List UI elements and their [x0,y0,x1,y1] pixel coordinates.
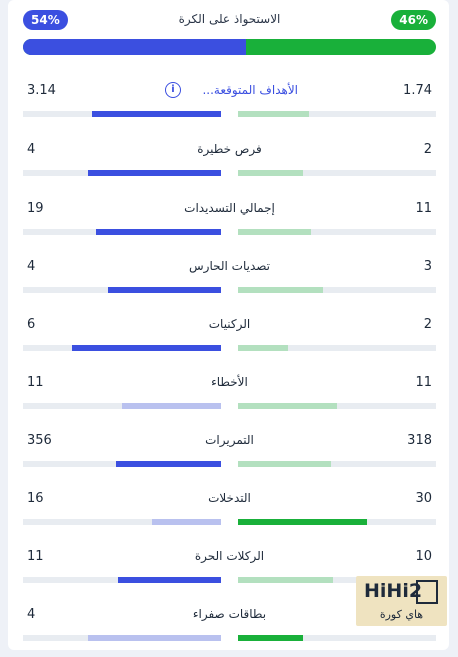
stat-right-fill [238,287,323,293]
stat-left-value: 6 [27,317,36,332]
stat-row: 16 التدخلات 30 [23,491,436,541]
stat-row: 11 الأخطاء 11 [23,375,436,425]
stat-right-fill [238,519,367,525]
stat-left-value: 16 [27,491,44,506]
stat-left-track [23,345,221,351]
stat-right-track [238,635,436,641]
stat-row: 3.14 الأهداف المتوقعة... i 1.74 [23,82,436,133]
stat-right-track [238,111,436,117]
stat-right-track [238,170,436,176]
info-icon[interactable]: i [165,82,181,98]
stat-row: 4 تصديات الحارس 3 [23,259,436,309]
stat-row: 4 بطاقات صفراء [23,607,436,657]
stat-right-value: 11 [415,201,432,216]
possession-bar [23,39,436,55]
stat-right-value: 30 [415,491,432,506]
stat-label: الركلات الحرة [194,549,265,563]
stat-left-value: 11 [27,549,44,564]
watermark-brand: HiHi2 [364,580,423,602]
stat-left-fill [116,461,221,467]
stat-left-fill [88,170,221,176]
stat-left-track [23,170,221,176]
stat-right-fill [238,170,303,176]
stat-left-value: 19 [27,201,44,216]
stat-left-fill [96,229,221,235]
stat-left-track [23,111,221,117]
stat-right-fill [238,461,331,467]
stat-left-value: 4 [27,259,36,274]
stat-left-track [23,229,221,235]
stat-left-track [23,577,221,583]
stat-label: فرص خطيرة [197,142,262,156]
stat-left-fill [118,577,221,583]
possession-right-badge: 46% [391,10,436,30]
stat-left-value: 4 [27,607,36,622]
stat-left-track [23,403,221,409]
stat-left-fill [92,111,221,117]
stat-row: 6 الركنيات 2 [23,317,436,367]
possession-left-badge: 54% [23,10,68,30]
stat-left-fill [122,403,221,409]
match-stats-card [8,0,449,650]
stat-right-fill [238,635,303,641]
stat-right-value: 318 [407,433,432,448]
stat-right-value: 1.74 [403,83,432,98]
stat-right-fill [238,111,309,117]
watermark-box-icon [416,580,438,604]
stat-row: 356 التمريرات 318 [23,433,436,483]
stat-left-track [23,635,221,641]
stat-right-value: 3 [423,259,432,274]
stat-right-value: 10 [415,549,432,564]
stat-left-fill [88,635,221,641]
stat-left-value: 356 [27,433,52,448]
stat-right-track [238,229,436,235]
stat-label: تصديات الحارس [189,259,270,273]
stat-left-fill [152,519,221,525]
stat-right-track [238,519,436,525]
watermark-subtitle: هاي كورة [379,608,424,621]
stat-left-value: 3.14 [27,83,56,98]
stat-left-track [23,519,221,525]
stat-right-track [238,403,436,409]
stat-left-fill [108,287,221,293]
stat-label: الأخطاء [211,375,248,389]
stat-right-fill [238,229,311,235]
stat-label: التدخلات [208,491,251,505]
stat-left-track [23,461,221,467]
stat-row: 19 إجمالي التسديدات 11 [23,201,436,251]
stat-label: إجمالي التسديدات [184,201,275,215]
possession-title: الاستحواذ على الكرة [178,12,281,26]
stat-row: 11 الركلات الحرة 10 [23,549,436,599]
stat-label: بطاقات صفراء [192,607,267,621]
stat-row: 4 فرص خطيرة 2 [23,142,436,192]
stat-right-track [238,287,436,293]
stat-right-fill [238,345,288,351]
stat-right-value: 11 [415,375,432,390]
stat-left-value: 4 [27,142,36,157]
stat-right-fill [238,577,333,583]
stat-left-fill [72,345,221,351]
stat-right-track [238,461,436,467]
stat-right-track [238,345,436,351]
stat-right-value: 2 [423,142,432,157]
site-watermark: HiHi2 هاي كورة [356,576,447,626]
stat-label: الركنيات [208,317,251,331]
stat-right-track [238,577,436,583]
stat-right-fill [238,403,337,409]
stat-right-value: 2 [423,317,432,332]
possession-bar-left-segment [23,39,247,55]
stat-left-track [23,287,221,293]
stat-label: التمريرات [205,433,254,447]
stat-left-value: 11 [27,375,44,390]
stat-label[interactable]: الأهداف المتوقعة... [202,83,298,97]
possession-header: 54% الاستحواذ على الكرة 46% [23,10,436,30]
